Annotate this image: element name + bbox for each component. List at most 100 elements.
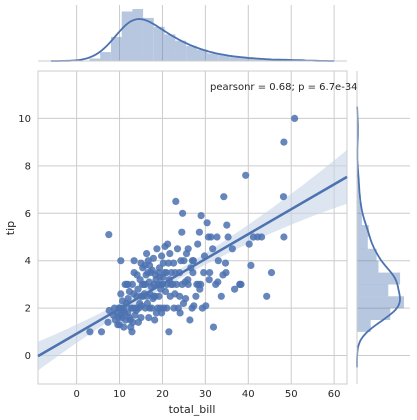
data-point [180,257,188,265]
data-point [192,292,200,300]
data-point [179,209,187,217]
data-point [179,299,188,307]
data-point [221,259,230,267]
data-point [158,309,166,317]
data-point [195,228,203,236]
data-point [125,314,133,322]
top-hist-bar [261,59,272,61]
data-point [196,285,204,293]
data-point [197,212,205,220]
data-point [146,261,154,269]
right-hist-bar [357,260,379,273]
data-point [237,280,245,288]
pearson-annotation: pearsonr = 0.68; p = 6.7e-34 [210,82,358,93]
data-point [164,259,173,267]
top-hist-bar [143,17,154,61]
data-point [186,316,194,324]
data-point [134,318,142,326]
right-hist-bar [357,213,362,226]
data-point [155,264,164,272]
right-hist-bar [357,308,391,320]
top-hist-bar [186,45,197,61]
x-tick-label: 30 [199,389,212,400]
data-point [209,323,218,331]
data-point [165,328,173,336]
data-point [152,276,160,284]
y-tick-label: 2 [25,304,31,315]
data-point [143,299,151,307]
data-point [203,219,211,227]
top-hist-bar [164,34,176,61]
data-point [245,240,253,248]
data-point [97,328,106,336]
y-tick-label: 10 [18,114,31,125]
right-hist-bar [357,225,369,237]
data-point [267,269,276,277]
y-axis-label: tip [4,221,17,235]
top-hist-bar [132,9,144,61]
data-point [258,233,266,241]
y-tick-label: 6 [25,209,31,220]
top-hist-bar [239,57,251,61]
data-point [242,171,250,179]
y-tick-label: 4 [25,256,31,267]
top-hist-bar [100,52,111,61]
data-point [127,323,135,331]
top-hist-bar [111,36,122,61]
data-point [145,314,153,322]
data-point [164,240,172,248]
top-hist-bar [121,11,133,61]
data-point [170,259,178,267]
data-point [228,245,236,253]
data-point [172,197,180,205]
data-point [213,233,221,241]
data-point [206,269,214,277]
x-tick-label: 50 [285,389,298,400]
data-point [247,261,255,269]
data-point [178,228,186,236]
data-point [217,292,225,300]
data-point [279,193,288,201]
data-point [280,233,288,241]
right-hist-bar [357,177,359,190]
data-point [214,278,222,286]
top-hist-bar [218,54,229,61]
x-tick-label: 40 [242,389,255,400]
data-point [150,292,158,300]
right-hist-bar [357,237,368,249]
data-point [130,257,138,265]
data-point [223,221,231,229]
data-point [200,269,208,277]
top-hist-bar [153,26,165,61]
data-point [184,245,192,253]
top-marginal-panel [38,5,347,62]
data-point [207,233,215,241]
data-point [152,309,160,317]
data-point [124,295,132,303]
data-point [224,233,232,241]
data-point [132,306,140,315]
fit-line [37,175,348,358]
data-point [163,304,171,312]
right-marginal-gridlines [357,117,410,357]
data-point [231,285,239,293]
data-point [190,302,198,310]
data-point [194,240,202,248]
right-hist-bar [357,248,377,261]
right-hist-bar [357,189,359,202]
data-point [161,287,170,296]
x-axis-label: total_bill [169,403,216,416]
data-point [134,285,142,293]
right-hist-bar [357,201,361,214]
data-point [291,114,299,122]
x-tick-label: 10 [113,389,126,400]
data-point [158,252,166,260]
top-marginal-histogram [89,9,305,61]
data-point [155,292,163,300]
data-point [173,245,182,253]
data-point [166,250,174,258]
data-point [173,280,181,288]
data-point [176,309,184,317]
right-hist-bar [357,272,401,285]
x-tick-label: 0 [73,389,79,400]
